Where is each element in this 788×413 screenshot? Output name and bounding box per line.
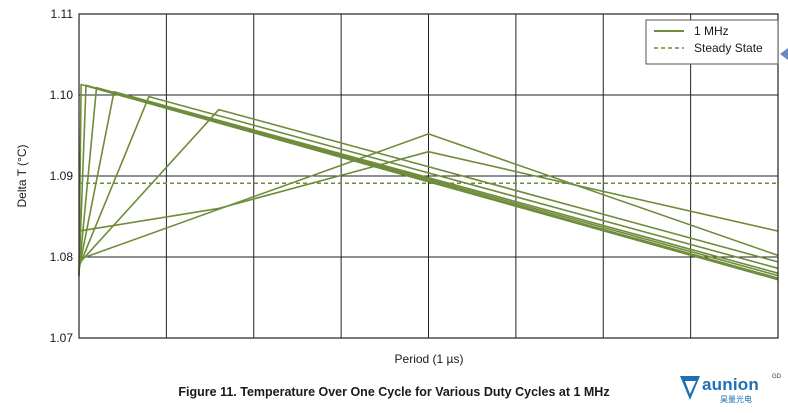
logo-mark-icon [680, 376, 700, 400]
legend-label-steady-state: Steady State [694, 41, 763, 55]
legend: 1 MHz Steady State [645, 19, 779, 65]
legend-label-1mhz: 1 MHz [694, 24, 729, 38]
series-group [78, 83, 779, 281]
arrow-marker-icon [780, 48, 788, 60]
legend-box [645, 19, 779, 65]
y-tick-label: 1.08 [50, 250, 74, 264]
plot-frame [78, 13, 779, 339]
series-line-6 [78, 108, 779, 265]
y-tick-label: 1.10 [50, 88, 74, 102]
series-line-8 [78, 150, 779, 232]
y-tick-label: 1.07 [50, 331, 74, 345]
figure-caption: Figure 11. Temperature Over One Cycle fo… [178, 385, 610, 399]
series-line-4 [78, 91, 779, 274]
y-tick-label: 1.09 [50, 169, 74, 183]
y-tick-labels: 1.11 1.10 1.09 1.08 1.07 [50, 7, 74, 345]
series-line-1 [78, 83, 779, 281]
y-tick-label: 1.11 [51, 7, 74, 21]
y-axis-title: Delta T (°C) [15, 144, 29, 207]
series-line-2 [78, 84, 779, 279]
logo-subtitle: 昊量光电 [720, 395, 752, 404]
series-line-7 [78, 133, 779, 261]
series-line-5 [78, 95, 779, 270]
brand-logo: aunion GD 昊量光电 [676, 372, 788, 406]
logo-superscript: GD [772, 374, 781, 380]
series-line-3 [78, 86, 779, 277]
x-axis-title: Period (1 µs) [395, 352, 464, 366]
logo-name: aunion [702, 375, 759, 394]
